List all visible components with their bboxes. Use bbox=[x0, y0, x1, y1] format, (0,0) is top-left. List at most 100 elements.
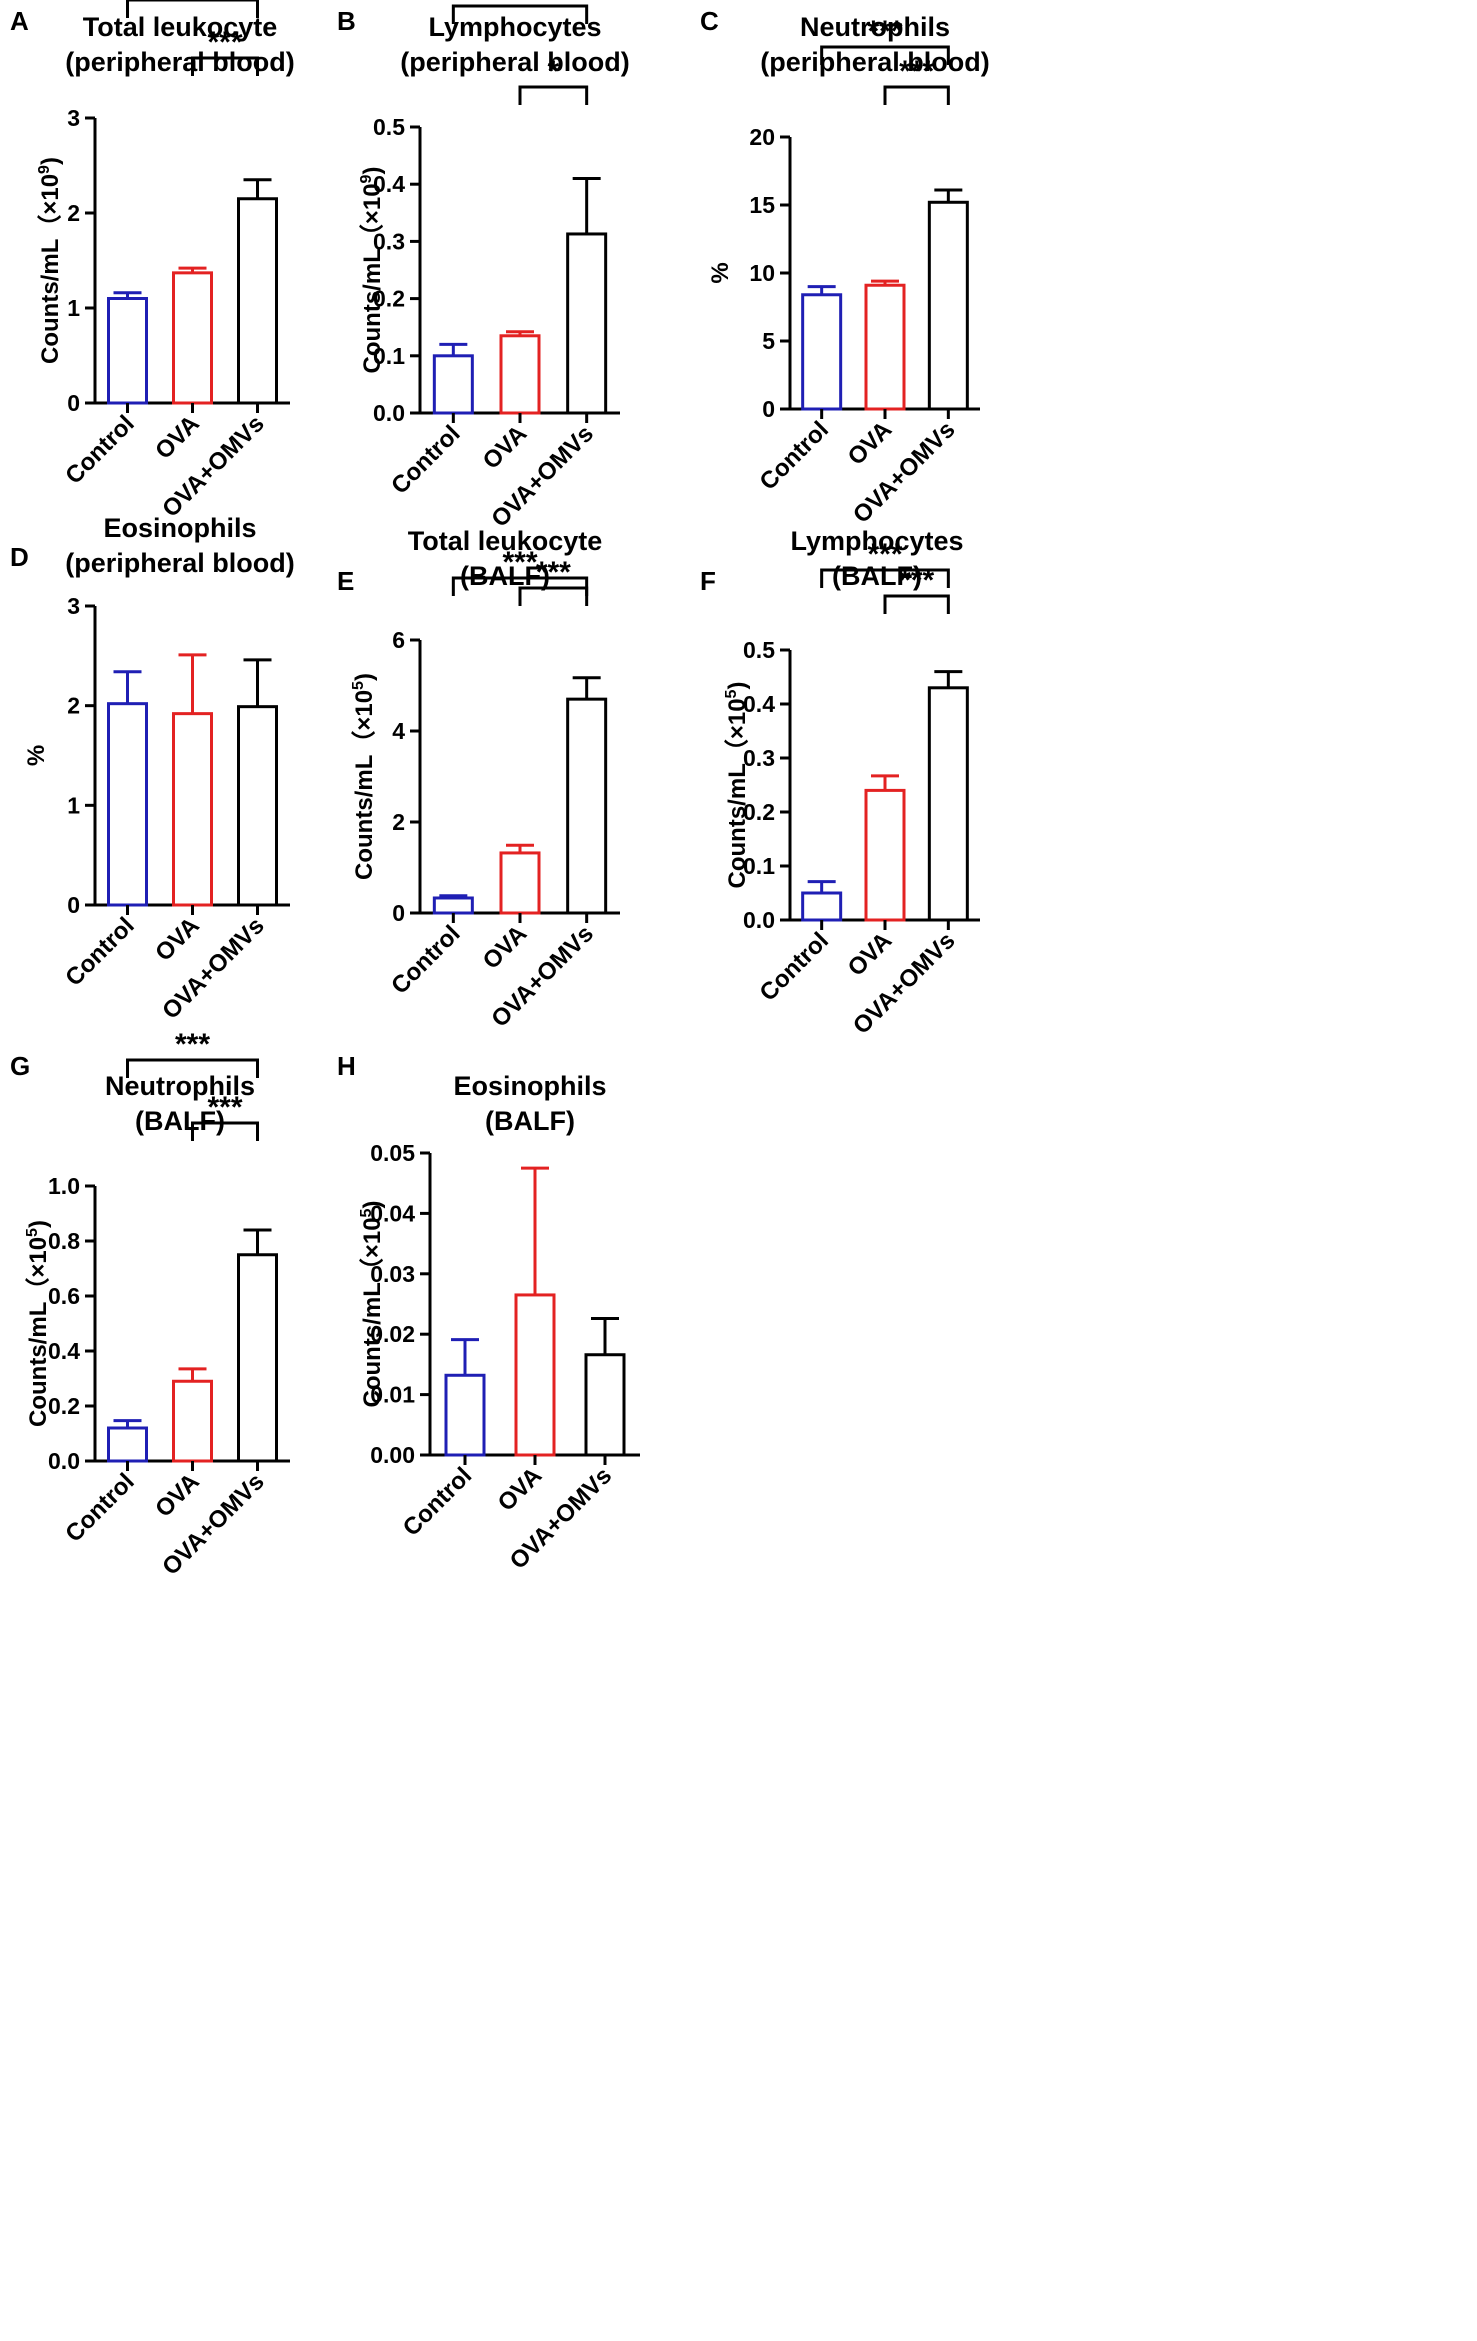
significance-label: *** bbox=[867, 538, 902, 571]
chart-title-line: Total leukocyte bbox=[83, 12, 278, 42]
y-tick-label: 0.0 bbox=[373, 400, 405, 426]
y-tick-label: 0.02 bbox=[370, 1321, 415, 1347]
y-axis-label-close: ) bbox=[351, 673, 378, 681]
x-category-label: OVA bbox=[843, 416, 898, 471]
chart-panel-a: A Total leukocyte(peripheral blood)0123Co… bbox=[10, 0, 295, 523]
y-axis-label-main: Counts/mL（×10 bbox=[359, 183, 386, 373]
y-axis-label: Counts/mL（×105) bbox=[350, 673, 378, 880]
y-axis-label-main: Counts/mL（×10 bbox=[359, 1217, 386, 1407]
significance-bracket bbox=[451, 4, 589, 24]
bar-ova-omvs bbox=[927, 200, 969, 411]
y-tick-label: 0.3 bbox=[373, 228, 405, 254]
chart-title-line: Lymphocytes bbox=[428, 12, 601, 42]
chart-title-line: (BALF) bbox=[135, 1106, 225, 1136]
bar-ova-omvs bbox=[237, 197, 278, 405]
y-axis-label-exponent: 5 bbox=[723, 689, 740, 698]
significance-label: *** bbox=[207, 1091, 242, 1124]
bar-ova-omvs bbox=[566, 232, 608, 415]
significance-label: *** bbox=[536, 556, 571, 589]
y-axis-label-exponent: 9 bbox=[36, 165, 53, 174]
y-tick-label: 0 bbox=[392, 900, 405, 926]
significance-label: *** bbox=[867, 15, 902, 48]
significance-label: *** bbox=[175, 1028, 210, 1061]
y-tick-label: 0.2 bbox=[48, 1393, 80, 1419]
significance-bracket bbox=[883, 594, 950, 614]
panel-letter: F bbox=[700, 566, 716, 596]
chart-title-line: Lymphocytes bbox=[790, 526, 963, 556]
significance-bracket bbox=[126, 0, 259, 18]
chart-title-line: (peripheral blood) bbox=[65, 548, 295, 578]
y-tick-label: 15 bbox=[749, 192, 775, 218]
y-axis-label-close: ) bbox=[359, 1201, 386, 1209]
x-category-label: Control bbox=[754, 416, 833, 495]
y-tick-label: 0.04 bbox=[370, 1200, 415, 1226]
bar-ova-omvs bbox=[237, 1253, 278, 1463]
panel-letter: H bbox=[337, 1051, 356, 1081]
significance-bracket bbox=[126, 1058, 259, 1078]
bar-ova-omvs bbox=[584, 1353, 626, 1457]
y-tick-label: 2 bbox=[67, 200, 80, 226]
panel-letter: B bbox=[337, 6, 356, 36]
y-tick-label: 0 bbox=[67, 390, 80, 416]
chart-title-line: Total leukocyte bbox=[408, 526, 603, 556]
y-tick-label: 1.0 bbox=[48, 1173, 80, 1199]
chart-title-line: (peripheral blood) bbox=[400, 47, 630, 77]
bar-control bbox=[107, 297, 148, 405]
y-tick-label: 0.1 bbox=[743, 853, 775, 879]
y-tick-label: 0.4 bbox=[743, 691, 775, 717]
y-tick-label: 6 bbox=[392, 627, 405, 653]
y-axis-label-main: % bbox=[23, 745, 50, 766]
y-tick-label: 0.2 bbox=[743, 799, 775, 825]
significance-bracket bbox=[820, 45, 950, 65]
x-category-label: OVA bbox=[150, 1468, 205, 1523]
bar-control bbox=[801, 891, 843, 922]
y-tick-label: 10 bbox=[749, 260, 775, 286]
bar-control bbox=[432, 896, 474, 915]
y-axis-label-exponent: 5 bbox=[358, 1208, 375, 1217]
y-axis-label-main: Counts/mL（×10 bbox=[25, 1237, 52, 1427]
y-tick-label: 0.4 bbox=[48, 1338, 80, 1364]
y-tick-label: 2 bbox=[67, 693, 80, 719]
bar-control bbox=[432, 354, 474, 415]
bar-ova-omvs bbox=[237, 705, 278, 907]
y-tick-label: 0.01 bbox=[370, 1382, 415, 1408]
y-tick-label: 5 bbox=[762, 328, 775, 354]
bar-ova-omvs bbox=[927, 686, 969, 922]
panel-letter: C bbox=[700, 6, 719, 36]
y-tick-label: 20 bbox=[749, 124, 775, 150]
x-category-label: OVA bbox=[843, 927, 898, 982]
chart-title-line: Eosinophils bbox=[453, 1071, 606, 1101]
bar-ova bbox=[499, 851, 541, 915]
chart-title-line: (BALF) bbox=[460, 561, 550, 591]
y-tick-label: 0.6 bbox=[48, 1283, 80, 1309]
y-tick-label: 0.00 bbox=[370, 1442, 415, 1468]
chart-panel-g: G Neutrophils (BALF) 0.0 0.2 0.4 0.6 0.8 1.0 Coun… bbox=[10, 1028, 290, 1581]
bar-control bbox=[444, 1373, 486, 1457]
y-axis-label-close: ) bbox=[359, 167, 386, 175]
y-tick-label: 0.1 bbox=[373, 343, 405, 369]
x-category-label: OVA bbox=[493, 1462, 548, 1517]
x-category-label: OVA bbox=[478, 920, 533, 975]
y-axis-label-main: % bbox=[707, 262, 734, 283]
chart-panel-h: H Eosinophils (BALF) 0.00 0.01 0.02 0.03 0.04 0.… bbox=[337, 1051, 640, 1575]
x-category-label: Control bbox=[386, 920, 465, 999]
chart-title-line: Neutrophils bbox=[800, 12, 950, 42]
chart-panel-f: F Lymphocytes (BALF) 0.0 0.1 0.2 0.3 0.4 0.5 Coun… bbox=[700, 526, 980, 1040]
y-tick-label: 0.03 bbox=[370, 1261, 415, 1287]
y-tick-label: 3 bbox=[67, 105, 80, 131]
chart-title-line: Neutrophils bbox=[105, 1071, 255, 1101]
bar-control bbox=[801, 293, 843, 411]
y-tick-label: 1 bbox=[67, 792, 80, 818]
y-tick-label: 4 bbox=[392, 718, 405, 744]
chart-panel-e: E Total leukocyte (BALF) 0 2 4 6 Counts/mL（×105… bbox=[337, 526, 620, 1033]
x-category-label: Control bbox=[60, 410, 139, 489]
chart-title-line: (BALF) bbox=[832, 561, 922, 591]
significance-label: * bbox=[514, 0, 526, 7]
panel-letter: A bbox=[10, 6, 29, 36]
y-tick-label: 0.8 bbox=[48, 1228, 80, 1254]
x-category-label: Control bbox=[386, 420, 465, 499]
y-axis-label: Counts/mL（×105) bbox=[24, 1220, 52, 1427]
y-axis-label-exponent: 9 bbox=[358, 174, 375, 183]
y-axis-label-main: Counts/mL（×10 bbox=[351, 690, 378, 880]
